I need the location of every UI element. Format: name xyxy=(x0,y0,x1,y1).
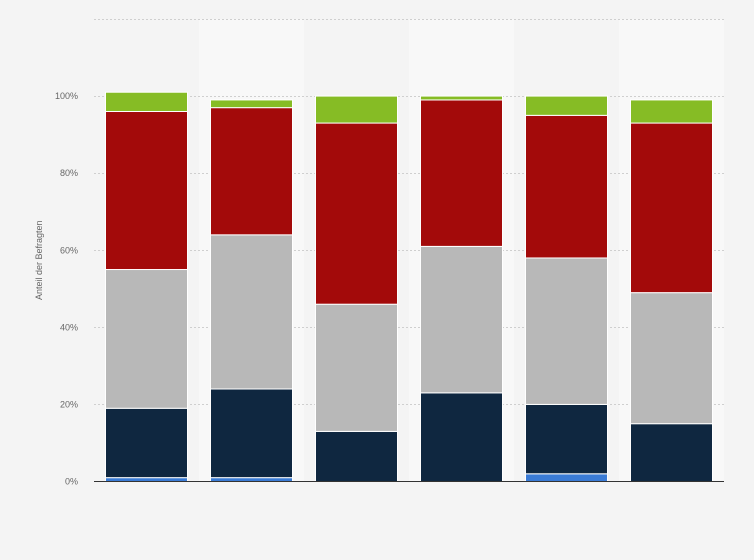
bar-segment xyxy=(105,91,188,112)
y-tick-label: 40% xyxy=(60,322,78,332)
y-axis-title: Anteil der Befragten xyxy=(34,220,44,300)
bar-segment xyxy=(420,245,503,394)
bar-segment xyxy=(105,111,188,271)
bar-segment xyxy=(105,269,188,409)
y-tick-label: 20% xyxy=(60,399,78,409)
bar-stack xyxy=(525,95,608,482)
y-tick-label: 100% xyxy=(55,91,78,101)
bar-segment xyxy=(315,95,398,124)
bar-segment xyxy=(630,423,713,482)
bar-segment xyxy=(525,473,608,482)
bar-stack xyxy=(210,99,293,483)
bar-segment xyxy=(105,407,188,479)
bar-segment xyxy=(630,122,713,294)
bars xyxy=(105,91,713,483)
bar-segment xyxy=(315,430,398,483)
bar-stack xyxy=(315,95,398,483)
bar-segment xyxy=(630,292,713,425)
bar-segment xyxy=(525,403,608,475)
bar-segment xyxy=(420,95,503,101)
bar-segment xyxy=(525,257,608,405)
bar-stack xyxy=(630,99,713,482)
bar-stack xyxy=(105,91,188,483)
y-tick-label: 0% xyxy=(65,477,78,487)
bar-segment xyxy=(315,122,398,305)
bar-segment xyxy=(210,234,293,390)
bar-segment xyxy=(630,99,713,124)
gridlines xyxy=(94,19,724,405)
y-axis-ticks: 0% 20% 40% 60% 80% 100% xyxy=(55,91,78,486)
bar-stack xyxy=(420,95,503,482)
y-tick-label: 80% xyxy=(60,168,78,178)
bar-segment xyxy=(420,99,503,247)
bar-segment xyxy=(210,477,293,483)
bar-segment xyxy=(105,477,188,483)
y-tick-label: 60% xyxy=(60,245,78,255)
bar-segment xyxy=(210,99,293,109)
bar-segment xyxy=(210,107,293,236)
bar-segment xyxy=(210,388,293,479)
bar-segment xyxy=(315,303,398,432)
bar-segment xyxy=(525,114,608,259)
bar-segment xyxy=(420,392,503,482)
bar-segment xyxy=(525,95,608,116)
